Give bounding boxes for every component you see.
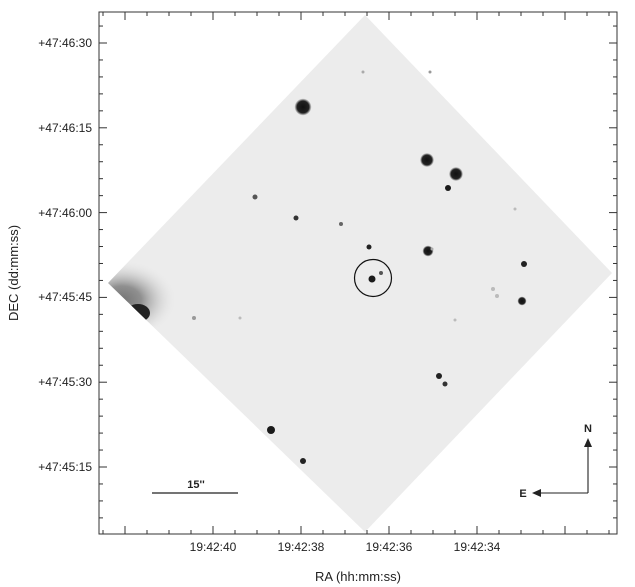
star: [379, 271, 383, 275]
star: [430, 247, 434, 251]
target-circle-marker: [353, 258, 393, 298]
star: [445, 185, 451, 191]
star: [453, 318, 457, 322]
x-tick-label: 19:42:36: [366, 540, 413, 554]
image-diamond: [108, 15, 612, 532]
star: [192, 316, 196, 320]
east-label: E: [519, 488, 526, 500]
star: [521, 261, 527, 267]
east-arrow-icon: [532, 489, 541, 497]
star: [495, 294, 499, 298]
star: [420, 153, 434, 167]
star: [238, 316, 242, 320]
star: [339, 222, 343, 226]
north-arrow-icon: [584, 438, 592, 447]
star: [517, 296, 527, 306]
scale-bar-label: 15'': [187, 479, 205, 491]
x-axis-tick-labels: 19:42:40 19:42:38 19:42:36 19:42:34: [190, 540, 501, 554]
x-axis-title: RA (hh:mm:ss): [315, 569, 401, 584]
scale-bar: 15'': [152, 479, 238, 494]
star: [294, 98, 312, 116]
y-axis-tick-labels: +47:46:30 +47:46:15 +47:46:00 +47:45:45 …: [38, 36, 92, 474]
star: [442, 381, 448, 387]
star: [368, 275, 376, 283]
axis-ticks: [99, 12, 617, 534]
star: [293, 215, 299, 221]
y-tick-label: +47:46:15: [38, 121, 92, 135]
star: [436, 373, 442, 379]
star: [513, 207, 517, 211]
y-tick-label: +47:46:00: [38, 206, 92, 220]
star: [422, 245, 434, 257]
star: [267, 426, 275, 434]
star: [361, 70, 365, 74]
star: [252, 194, 258, 200]
x-tick-label: 19:42:40: [190, 540, 237, 554]
x-tick-label: 19:42:34: [454, 540, 501, 554]
y-tick-label: +47:45:30: [38, 375, 92, 389]
y-tick-label: +47:45:15: [38, 460, 92, 474]
star-field: [192, 70, 527, 464]
star: [428, 70, 432, 74]
north-label: N: [584, 423, 592, 435]
y-tick-label: +47:45:45: [38, 290, 92, 304]
star: [491, 287, 495, 291]
x-tick-label: 19:42:38: [278, 540, 325, 554]
star: [300, 458, 306, 464]
star: [366, 244, 372, 250]
compass-rose: N E: [519, 423, 592, 500]
y-tick-label: +47:46:30: [38, 36, 92, 50]
y-axis-title: DEC (dd:mm:ss): [6, 225, 21, 321]
star: [449, 167, 463, 181]
